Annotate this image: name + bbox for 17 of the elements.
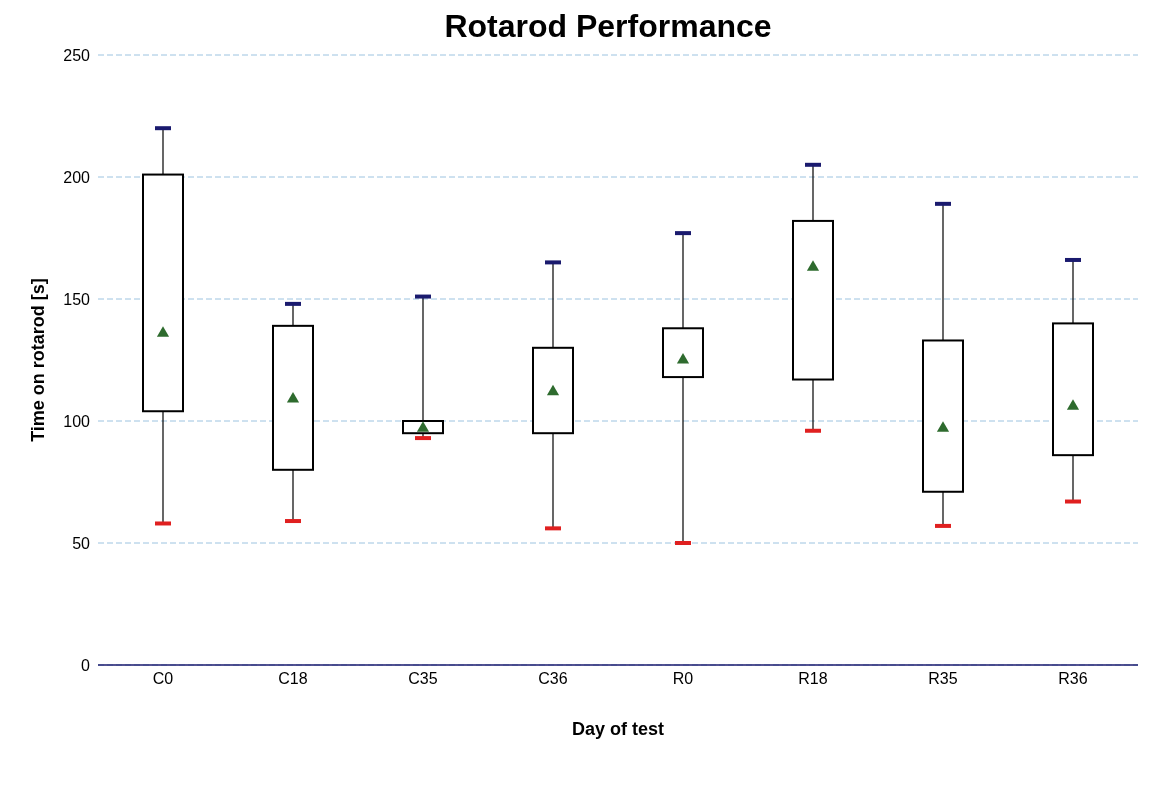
- x-tick-label: C0: [152, 670, 174, 688]
- x-tick-label: R35: [928, 670, 958, 688]
- x-tick-label: R36: [1058, 670, 1088, 688]
- chart-title: Rotarod Performance: [443, 8, 773, 45]
- y-tick-label: 0: [81, 656, 91, 674]
- y-tick-label: 150: [63, 290, 91, 308]
- y-tick-label: 50: [72, 534, 91, 552]
- x-axis-title: Day of test: [571, 719, 665, 739]
- x-tick-label: C18: [278, 670, 308, 688]
- x-tick-label: C35: [408, 670, 438, 688]
- y-tick-label: 100: [63, 412, 91, 430]
- x-tick-label: R18: [798, 670, 828, 688]
- x-tick-label: R0: [672, 670, 694, 688]
- y-tick-label: 200: [63, 168, 91, 186]
- y-axis-title: Time on rotarod [s]: [28, 278, 49, 442]
- x-tick-label: C36: [538, 670, 568, 688]
- y-tick-label: 250: [63, 46, 91, 64]
